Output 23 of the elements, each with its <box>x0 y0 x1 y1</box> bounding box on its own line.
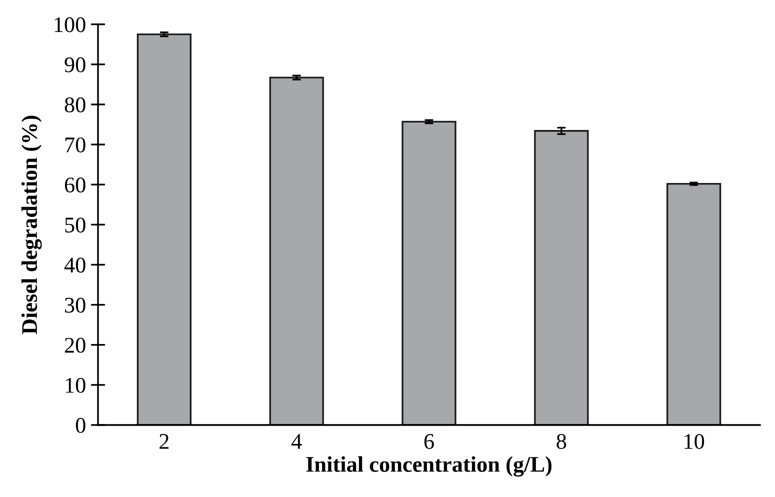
bar <box>402 120 456 425</box>
x-axis-title: Initial concentration (g/L) <box>306 456 552 477</box>
y-tick-label: 30 <box>65 298 86 313</box>
x-tick-label: 10 <box>684 434 704 449</box>
bar <box>666 182 722 425</box>
x-tick-label: 4 <box>291 434 302 449</box>
y-axis-title: Diesel degradation (%) <box>21 116 42 334</box>
x-tick-label: 6 <box>424 434 434 449</box>
y-tick-label: 100 <box>54 17 86 32</box>
y-tick-label: 20 <box>64 338 86 353</box>
y-tick-label: 50 <box>65 218 86 233</box>
x-tick-label: 2 <box>160 434 169 449</box>
bar <box>136 33 192 425</box>
y-tick-label: 10 <box>66 378 86 393</box>
y-tick-label: 0 <box>76 418 86 433</box>
bar <box>269 76 324 425</box>
y-tick-label: 60 <box>64 178 86 193</box>
bar <box>534 130 589 425</box>
x-tick-label: 8 <box>556 434 566 449</box>
y-tick-label: 70 <box>65 137 86 152</box>
y-tick-label: 80 <box>64 97 86 112</box>
y-tick-label: 40 <box>64 258 86 273</box>
y-tick-label: 90 <box>64 57 86 72</box>
